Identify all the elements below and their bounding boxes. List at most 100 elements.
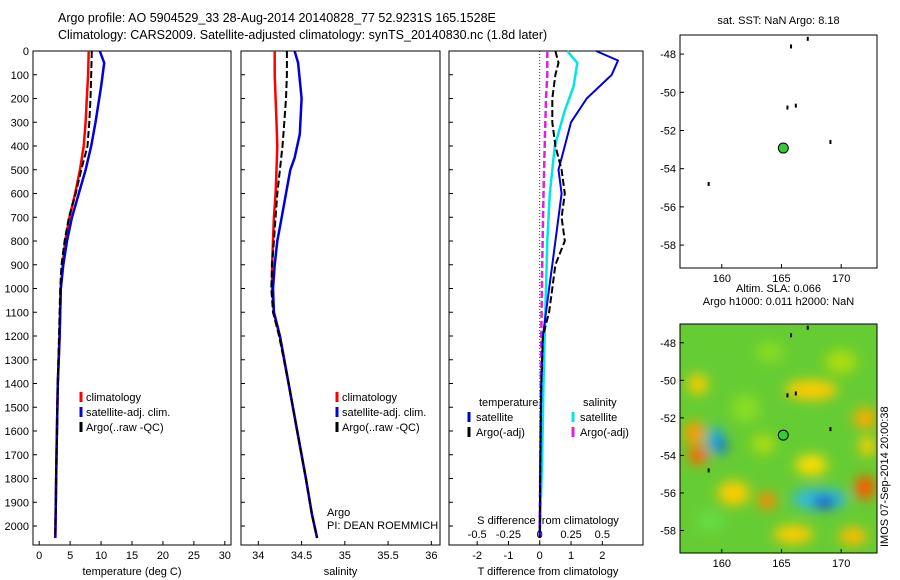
x-tick-label: 34.5 (291, 550, 312, 562)
y-tick-label: 1800 (5, 474, 29, 486)
sla-blob (853, 407, 877, 428)
y-tick-label: -58 (660, 240, 676, 252)
sla-blob (795, 454, 828, 475)
legend-entry: satellite (476, 412, 513, 424)
s-tick-label: -0.25 (496, 529, 521, 541)
y-tick-label: -50 (660, 87, 676, 99)
legend-entry: Argo(-adj) (476, 427, 525, 439)
y-tick-label: -54 (660, 450, 676, 462)
map-frame (679, 34, 878, 269)
x-tick-label: 34 (252, 550, 264, 562)
x-tick-label: 35 (339, 550, 351, 562)
panel-salinity: 34 34.5 35 35.5 36 salinity climatology satelli… (240, 50, 441, 578)
panel-map_sst: 160 165 170 -48 -50 -52 -54 -56 -58 sat. SST: NaN… (660, 15, 878, 285)
x-tick-label: 160 (713, 558, 731, 570)
legend-entry: Argo(..raw -QC) (86, 422, 164, 434)
argo-position-marker (777, 142, 789, 154)
x-tick-label: 170 (832, 558, 850, 570)
y-tick-label: 1400 (5, 379, 29, 391)
x-tick-label: 25 (188, 550, 200, 562)
x-tick-label: 35.5 (377, 550, 398, 562)
island-speck (806, 36, 809, 41)
island-speck (790, 333, 793, 338)
y-tick-label: 1600 (5, 426, 29, 438)
x-tick-label: 5 (67, 550, 73, 562)
y-tick-label: 300 (11, 117, 29, 129)
sla-blob (687, 446, 708, 465)
island-speck (786, 105, 789, 110)
x-tick-label: 30 (219, 550, 231, 562)
salinity-axes-frame (240, 50, 441, 546)
island-speck (707, 181, 710, 186)
y-tick-label: 0 (23, 46, 29, 58)
y-tick-label: 200 (11, 94, 29, 106)
sla-blob (716, 439, 727, 454)
legend-entry: Argo(-adj) (580, 427, 629, 439)
y-tick-label: -56 (660, 202, 676, 214)
x-tick-label: 2 (599, 550, 605, 562)
x-tick-label: 1 (568, 550, 574, 562)
x-tick-label: -2 (472, 550, 482, 562)
y-tick-label: 2000 (5, 521, 29, 533)
series-line-2 (270, 51, 319, 539)
sla-blob (785, 379, 838, 400)
s-axis-label: S difference from climatology (477, 515, 619, 527)
island-speck (829, 427, 832, 432)
island-speck (794, 103, 797, 108)
sla-blob (855, 475, 876, 500)
x-tick-label: 0 (36, 550, 42, 562)
legend-entry: satellite-adj. clim. (342, 407, 426, 419)
y-tick-label: 500 (11, 165, 29, 177)
y-tick-label: 400 (11, 141, 29, 153)
legend-entry: temperature (479, 397, 538, 409)
y-tick-label: -48 (660, 338, 676, 350)
x-tick-label: 165 (772, 558, 790, 570)
x-tick-label: 15 (126, 550, 138, 562)
y-tick-label: 1000 (5, 284, 29, 296)
map-frame (679, 323, 878, 554)
s-tick-label: 0.5 (595, 529, 610, 541)
s-tick-label: -0.5 (468, 529, 487, 541)
sla-blob (859, 436, 876, 457)
x-tick-label: 160 (713, 273, 731, 285)
sla-blob (687, 374, 708, 395)
y-tick-label: -50 (660, 375, 676, 387)
figure-title-line2: Climatology: CARS2009. Satellite-adjuste… (58, 28, 548, 42)
y-tick-label: 900 (11, 260, 29, 272)
legend-entry: satellite (580, 412, 617, 424)
sla-blob (825, 349, 858, 374)
y-tick-label: -58 (660, 525, 676, 537)
sla-blob (751, 434, 776, 455)
y-tick-label: -56 (660, 488, 676, 500)
y-tick-label: 1500 (5, 402, 29, 414)
panel-map_sla: 160 165 170 -48 -50 -52 -54 -56 -58 Altim. SLA: 0… (660, 283, 878, 570)
legend-entry: climatology (342, 392, 398, 404)
s-tick-label: 0.25 (560, 529, 581, 541)
island-speck (786, 393, 789, 398)
x-axis-label: temperature (deg C) (82, 566, 181, 578)
legend-entry: salinity (583, 397, 617, 409)
series-s-argo (538, 51, 549, 538)
t-axis-label: T difference from climatology (478, 566, 619, 578)
y-tick-label: -52 (660, 413, 676, 425)
panel-difference: -2 -1 0 1 2-0.5 -0.25 0 0.25 0.5S difference fro… (448, 50, 644, 578)
map-title: sat. SST: NaN Argo: 8.18 (717, 15, 839, 27)
y-tick-label: 1100 (5, 307, 29, 319)
legend-entry: climatology (86, 392, 142, 404)
sla-blob (695, 511, 724, 532)
legend-entry: satellite-adj. clim. (86, 407, 170, 419)
series-s-satellite (538, 50, 579, 538)
y-tick-label: 1300 (5, 355, 29, 367)
figure-title-line1: Argo profile: AO 5904529_33 28-Aug-2014 … (58, 11, 496, 25)
y-tick-label: -48 (660, 49, 676, 61)
y-tick-label: -52 (660, 125, 676, 137)
island-speck (829, 139, 832, 144)
sla-blob (758, 491, 777, 510)
sla-field (684, 342, 877, 546)
x-tick-label: 10 (95, 550, 107, 562)
island-speck (806, 325, 809, 330)
y-tick-label: 700 (11, 212, 29, 224)
sla-blob (717, 480, 750, 505)
series-line-2 (54, 50, 93, 538)
